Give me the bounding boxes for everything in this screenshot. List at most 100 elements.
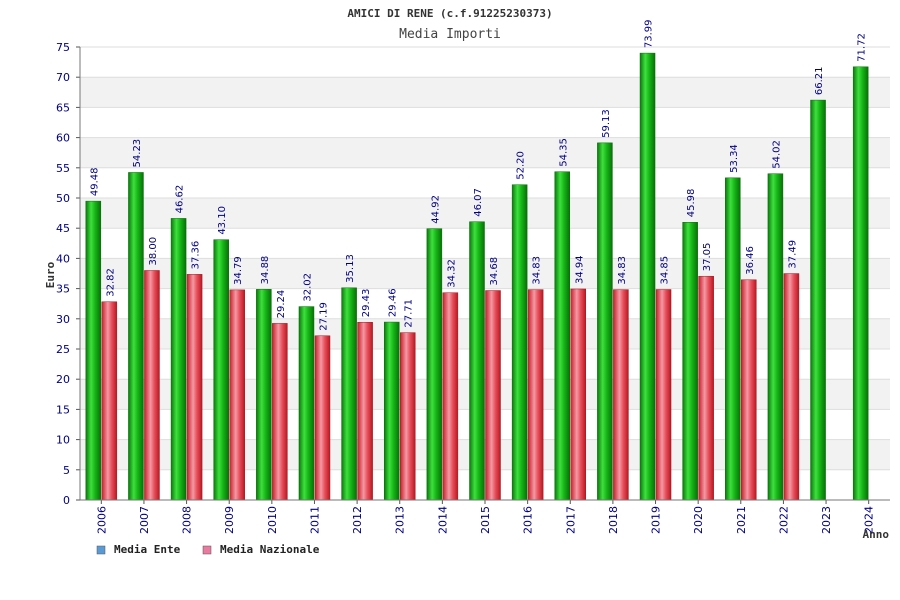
y-tick-label: 0 — [63, 494, 70, 507]
grid-band — [80, 77, 890, 108]
value-label-media-ente-2013: 29.46 — [388, 288, 399, 317]
bar-media-nazionale-2006 — [101, 301, 118, 501]
bar-media-nazionale-2020 — [698, 275, 714, 501]
bar-media-ente-2006 — [85, 200, 102, 501]
y-tick-label: 10 — [56, 434, 70, 447]
bar-media-ente-2010 — [256, 289, 272, 501]
y-tick-label: 45 — [56, 222, 70, 235]
y-tick-label: 65 — [56, 101, 70, 114]
x-tick-label-2016: 2016 — [522, 506, 535, 534]
value-label-media-nazionale-2019: 34.85 — [660, 256, 671, 285]
x-tick-label-2017: 2017 — [564, 506, 577, 534]
value-label-media-ente-2018: 59.13 — [601, 109, 612, 138]
value-label-media-nazionale-2016: 34.83 — [532, 256, 543, 285]
x-tick-label-2011: 2011 — [308, 506, 321, 534]
x-tick-label-2010: 2010 — [266, 506, 279, 534]
bar-media-ente-2017 — [554, 171, 571, 501]
bar-media-ente-2007 — [128, 172, 144, 501]
value-label-media-nazionale-2018: 34.83 — [617, 256, 628, 285]
value-label-media-ente-2010: 34.88 — [260, 256, 271, 285]
x-tick-label-2024: 2024 — [863, 506, 876, 534]
value-label-media-nazionale-2022: 37.49 — [787, 240, 798, 269]
legend-item-media-ente[interactable]: Media Ente — [96, 543, 181, 556]
grid-band — [80, 137, 890, 168]
axes — [79, 47, 890, 501]
bar-media-nazionale-2008 — [186, 274, 203, 501]
bar-media-nazionale-2009 — [229, 289, 245, 501]
bar-media-nazionale-2011 — [314, 335, 331, 501]
x-tick-label-2009: 2009 — [223, 506, 236, 534]
bar-media-nazionale-2007 — [144, 270, 160, 501]
x-tick-label-2013: 2013 — [394, 506, 407, 534]
value-labels: 49.48 32.82 54.23 38.00 46.62 37.36 43.10 34.79… — [89, 19, 867, 330]
value-label-media-ente-2016: 52.20 — [516, 151, 527, 180]
bar-media-nazionale-2016 — [527, 289, 544, 501]
bar-media-nazionale-2022 — [783, 273, 800, 501]
legend: Media Ente Media Nazionale — [96, 543, 320, 556]
bar-media-ente-2012 — [341, 287, 357, 501]
legend-item-media-nazionale[interactable]: Media Nazionale — [202, 543, 320, 556]
value-label-media-nazionale-2017: 34.94 — [574, 255, 585, 284]
bar-media-ente-2024 — [852, 66, 869, 501]
legend-label-media-nazionale: Media Nazionale — [220, 543, 320, 556]
value-label-media-nazionale-2010: 29.24 — [276, 290, 287, 319]
y-tick-label: 40 — [56, 252, 70, 265]
value-label-media-ente-2009: 43.10 — [217, 206, 228, 235]
y-tick-label: 5 — [63, 464, 70, 477]
x-tick-label-2022: 2022 — [777, 506, 790, 534]
x-tick-label-2018: 2018 — [607, 506, 620, 534]
value-label-media-nazionale-2009: 34.79 — [233, 256, 244, 285]
value-label-media-ente-2021: 53.34 — [729, 144, 740, 173]
value-label-media-nazionale-2015: 34.68 — [489, 257, 500, 286]
value-label-media-nazionale-2014: 34.32 — [446, 259, 457, 288]
value-label-media-ente-2007: 54.23 — [132, 139, 143, 168]
value-label-media-ente-2011: 32.02 — [302, 273, 313, 302]
legend-label-media-ente: Media Ente — [114, 543, 181, 556]
x-tick-label-2015: 2015 — [479, 506, 492, 534]
y-tick-label: 70 — [56, 71, 70, 84]
y-axis-ticks: 0 5 10 15 20 25 30 35 40 45 50 55 60 65 70 75 — [56, 41, 80, 507]
bar-media-ente-2022 — [767, 173, 784, 501]
bar-media-ente-2021 — [725, 177, 741, 501]
bar-media-ente-2009 — [213, 239, 229, 501]
value-label-media-nazionale-2013: 27.71 — [404, 299, 415, 328]
value-label-media-nazionale-2011: 27.19 — [318, 302, 329, 331]
y-tick-label: 15 — [56, 403, 70, 416]
x-tick-label-2014: 2014 — [436, 506, 449, 534]
bar-media-ente-2018 — [597, 142, 613, 501]
bar-media-nazionale-2014 — [442, 292, 459, 501]
y-tick-label: 25 — [56, 343, 70, 356]
bar-media-ente-2013 — [383, 321, 400, 501]
bar-media-nazionale-2010 — [272, 323, 288, 501]
x-tick-label-2006: 2006 — [95, 506, 108, 534]
value-label-media-ente-2020: 45.98 — [686, 189, 697, 218]
bar-media-nazionale-2013 — [399, 332, 416, 501]
value-label-media-ente-2006: 49.48 — [89, 168, 100, 197]
x-tick-label-2020: 2020 — [692, 506, 705, 534]
bar-media-nazionale-2012 — [357, 321, 373, 501]
value-label-media-ente-2022: 54.02 — [771, 140, 782, 169]
value-label-media-ente-2014: 44.92 — [430, 195, 441, 224]
value-label-media-ente-2017: 54.35 — [558, 138, 569, 167]
value-label-media-ente-2012: 35.13 — [345, 254, 356, 283]
bar-media-nazionale-2021 — [741, 279, 757, 501]
legend-swatch-media-ente — [96, 545, 106, 555]
bar-media-ente-2023 — [810, 99, 826, 501]
x-tick-label-2021: 2021 — [735, 506, 748, 534]
x-axis-label: Anno — [863, 528, 890, 541]
y-tick-label: 50 — [56, 192, 70, 205]
y-tick-label: 75 — [56, 41, 70, 54]
y-tick-label: 60 — [56, 132, 70, 145]
chart-subtitle: Media Importi — [399, 27, 501, 42]
bar-media-nazionale-2018 — [613, 289, 629, 501]
value-label-media-ente-2023: 66.21 — [814, 66, 825, 95]
y-tick-label: 20 — [56, 373, 70, 386]
value-label-media-nazionale-2012: 29.43 — [361, 289, 372, 318]
x-tick-label-2008: 2008 — [181, 506, 194, 534]
x-axis-ticks: 2006 2007 2008 2009 2010 2011 2012 2013 2014 2015… — [95, 500, 876, 534]
bar-media-ente-2015 — [469, 221, 485, 501]
y-tick-label: 30 — [56, 313, 70, 326]
value-label-media-nazionale-2008: 37.36 — [191, 241, 202, 270]
value-label-media-nazionale-2007: 38.00 — [148, 237, 159, 266]
